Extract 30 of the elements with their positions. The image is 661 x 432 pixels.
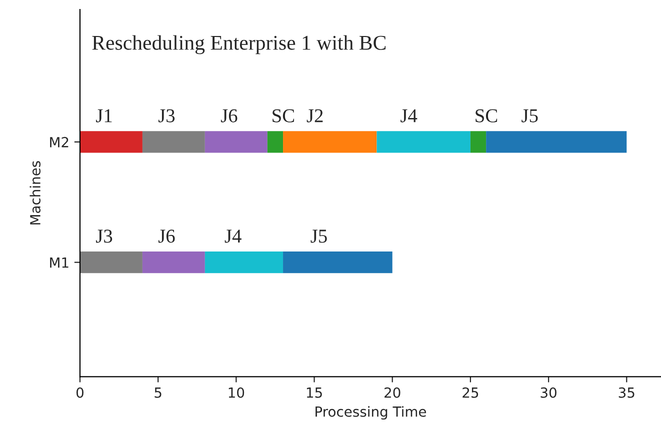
x-tick-label: 25	[462, 387, 478, 398]
y-tick-label: M1	[50, 257, 68, 268]
bar	[80, 131, 142, 153]
data-label: J2	[306, 109, 323, 122]
y-tick-label: M2	[50, 136, 68, 148]
data-label: J4	[400, 109, 418, 122]
data-label: J4	[224, 230, 242, 243]
bar	[486, 131, 627, 153]
x-tick-label: 30	[540, 387, 556, 398]
x-tick-label: 35	[618, 387, 634, 398]
bar	[376, 131, 470, 153]
x-tick-label: 20	[384, 387, 400, 398]
y-axis-title: Machines	[30, 161, 40, 224]
bar	[283, 131, 377, 153]
data-label: J5	[310, 230, 327, 243]
x-axis-title: Processing Time	[316, 406, 426, 420]
data-label: J6	[158, 230, 175, 243]
data-label: J6	[220, 109, 238, 122]
data-label: J1	[96, 109, 112, 122]
data-label: J3	[96, 230, 112, 243]
text: Rescheduling Enterprise 1 with BC	[92, 35, 386, 54]
data-label: SC	[476, 109, 498, 122]
bar	[470, 131, 486, 153]
data-label: J5	[522, 109, 538, 122]
x-tick-label: 15	[306, 388, 322, 398]
data-label: SC	[272, 109, 294, 122]
x-tick-label: 5	[154, 388, 162, 398]
x-tick-label: 10	[228, 387, 244, 398]
data-label: J3	[158, 109, 175, 122]
x-tick-label: 0	[76, 387, 84, 398]
